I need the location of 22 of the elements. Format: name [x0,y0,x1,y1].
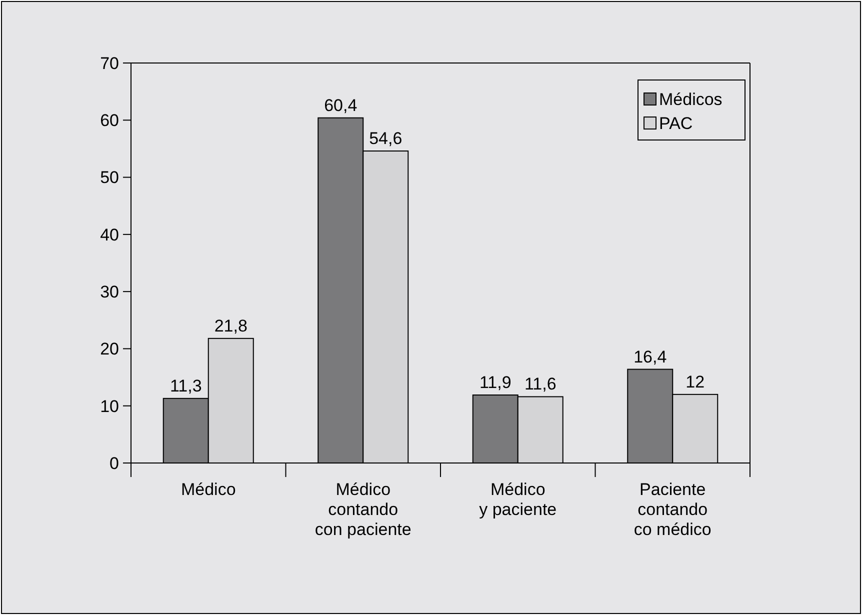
data-label: 11,6 [524,374,556,394]
y-tick-label: 0 [110,454,119,473]
x-tick-label: Paciente contando co médico [634,480,712,539]
data-label: 54,6 [369,129,402,148]
legend-label: Médicos [659,90,722,109]
data-label: 11,3 [170,376,202,396]
data-label: 21,8 [214,316,248,336]
y-tick-label: 60 [100,111,119,130]
x-tick-label: Médico [180,480,236,499]
y-tick-label: 10 [100,396,119,416]
y-tick-label: 70 [100,54,119,73]
y-tick-label: 30 [100,282,119,302]
legend-label: PAC [659,114,693,133]
data-label: 16,4 [634,347,667,366]
data-label: 60,4 [324,96,358,115]
x-tick-label: Médico contando con paciente [314,480,412,539]
x-tick-label: Médico y paciente [479,480,557,519]
y-tick-label: 40 [100,225,119,244]
data-label: 12 [686,372,705,392]
data-label: 11,9 [479,373,512,392]
y-tick-label: 50 [100,168,119,188]
y-tick-label: 20 [100,340,119,359]
